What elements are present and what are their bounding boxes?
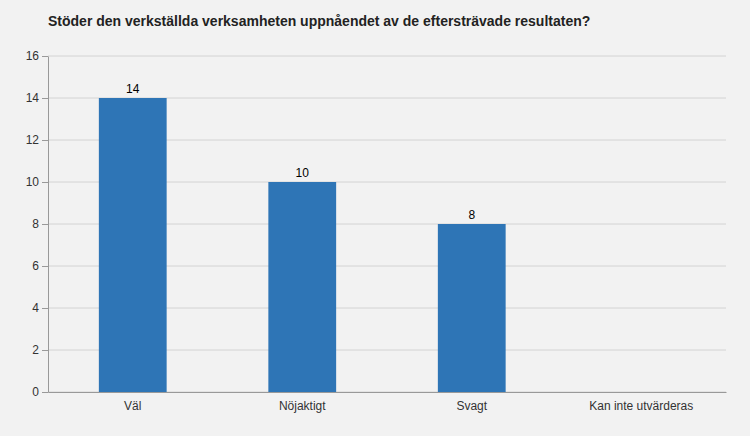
tick-mark xyxy=(42,350,48,351)
tick: 2 xyxy=(32,343,48,357)
bar xyxy=(438,224,506,392)
tick: 12 xyxy=(26,133,48,147)
tick-mark xyxy=(42,182,48,183)
tick-mark xyxy=(42,266,48,267)
tick-label: Svagt xyxy=(456,399,487,413)
tick: 6 xyxy=(32,259,48,273)
tick-label: 8 xyxy=(32,217,39,231)
tick: 16 xyxy=(26,49,48,63)
data-labels: 14 10 8 xyxy=(126,82,475,222)
tick-label: Kan inte utvärderas xyxy=(589,399,693,413)
tick-label: Nöjaktigt xyxy=(279,399,326,413)
tick: 14 xyxy=(26,91,48,105)
grid xyxy=(48,56,726,392)
data-label: 14 xyxy=(126,82,140,96)
axis-line xyxy=(49,392,727,393)
axis-line xyxy=(48,57,49,393)
tick-label: 12 xyxy=(26,133,40,147)
bar xyxy=(268,182,336,392)
tick: 0 xyxy=(32,385,48,399)
data-label: 10 xyxy=(296,166,310,180)
tick: Nöjaktigt xyxy=(279,399,326,413)
bars xyxy=(99,98,506,392)
tick-label: 2 xyxy=(32,343,39,357)
tick-mark xyxy=(42,56,48,57)
bar xyxy=(99,98,167,392)
tick-mark xyxy=(42,392,48,393)
tick-mark xyxy=(42,140,48,141)
tick-label: Väl xyxy=(124,399,141,413)
plot-area: 0 2 4 6 8 10 12 14 16 Väl Nöjaktigt Svagt Kan inte u… xyxy=(26,49,727,412)
tick-mark xyxy=(42,224,48,225)
tick: 10 xyxy=(26,175,48,189)
y-axis: 0 2 4 6 8 10 12 14 16 xyxy=(26,49,49,399)
title: Stöder den verkställda verksamheten uppn… xyxy=(48,13,590,29)
chart-container: Stöder den verkställda verksamheten uppn… xyxy=(0,0,750,436)
tick: Väl xyxy=(124,399,141,413)
tick-label: 4 xyxy=(32,301,39,315)
background xyxy=(0,0,750,436)
tick-label: 10 xyxy=(26,175,40,189)
tick-label: 14 xyxy=(26,91,40,105)
data-label: 8 xyxy=(468,208,475,222)
tick-label: 0 xyxy=(32,385,39,399)
grid-line xyxy=(48,56,726,57)
tick: Svagt xyxy=(456,399,487,413)
tick: 8 xyxy=(32,217,48,231)
tick: 4 xyxy=(32,301,48,315)
tick-mark xyxy=(42,98,48,99)
x-axis: Väl Nöjaktigt Svagt Kan inte utvärderas xyxy=(49,393,727,413)
tick-mark xyxy=(42,308,48,309)
chart-svg: Stöder den verkställda verksamheten uppn… xyxy=(0,0,750,436)
tick-label: 6 xyxy=(32,259,39,273)
tick: Kan inte utvärderas xyxy=(589,399,693,413)
tick-label: 16 xyxy=(26,49,40,63)
